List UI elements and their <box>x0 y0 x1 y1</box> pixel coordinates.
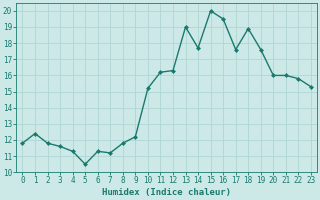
X-axis label: Humidex (Indice chaleur): Humidex (Indice chaleur) <box>102 188 231 197</box>
